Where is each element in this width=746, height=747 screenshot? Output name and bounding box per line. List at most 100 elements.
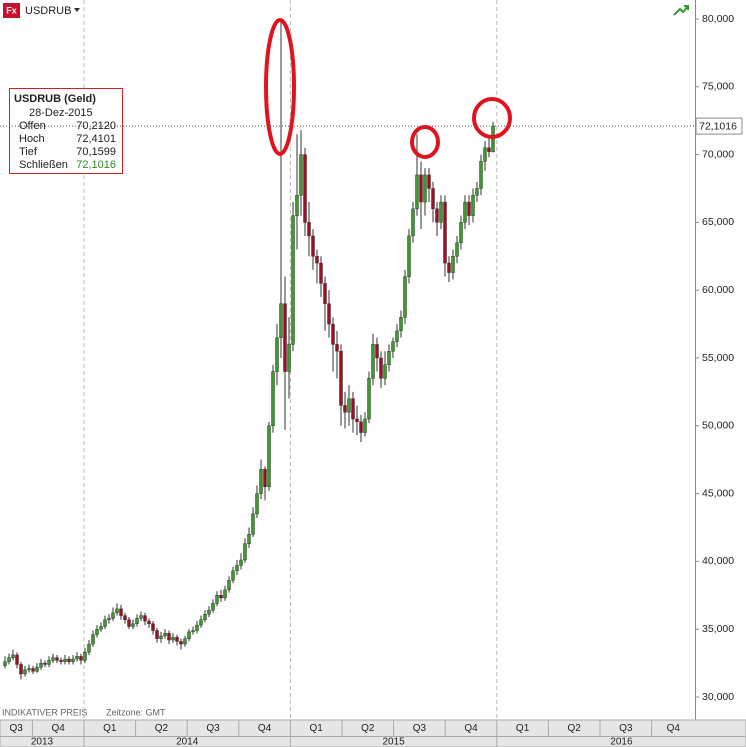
candle-body bbox=[7, 657, 11, 662]
candle-body bbox=[423, 174, 427, 203]
info-label: Tief bbox=[19, 146, 38, 158]
candle-body bbox=[439, 201, 443, 223]
dropdown-arrow[interactable] bbox=[74, 8, 80, 12]
candle-body bbox=[347, 398, 351, 413]
candle-body bbox=[443, 201, 447, 264]
info-value: 72,4101 bbox=[76, 133, 116, 145]
candle-body bbox=[175, 637, 179, 642]
candle-body bbox=[171, 637, 175, 641]
candle-body bbox=[159, 635, 163, 639]
candle-body bbox=[123, 615, 127, 620]
candle-body bbox=[331, 323, 335, 345]
candle-body bbox=[3, 661, 7, 666]
candle-body bbox=[271, 371, 275, 426]
x-tick-label: Q1 bbox=[103, 723, 117, 734]
x-year-label: 2013 bbox=[31, 737, 54, 747]
candle-body bbox=[295, 195, 299, 216]
x-year-label: 2016 bbox=[610, 737, 633, 747]
candle-body bbox=[275, 337, 279, 372]
candle-body bbox=[71, 658, 75, 662]
y-tick-label: 35,000 bbox=[702, 623, 734, 635]
candle-body bbox=[339, 351, 343, 406]
candle-body bbox=[403, 276, 407, 318]
candle-body bbox=[399, 317, 403, 332]
last-price-tag bbox=[695, 117, 743, 135]
y-tick-label: 70,000 bbox=[702, 148, 734, 160]
candle-body bbox=[63, 658, 67, 662]
candle-body bbox=[67, 658, 71, 662]
candle-body bbox=[55, 657, 59, 661]
x-tick-label: Q3 bbox=[10, 723, 24, 734]
info-value: 70,1599 bbox=[76, 146, 116, 158]
candle-body bbox=[359, 421, 363, 433]
candle-body bbox=[103, 619, 107, 627]
candle-body bbox=[27, 668, 31, 671]
candle-body bbox=[215, 595, 219, 604]
candle-body bbox=[139, 615, 143, 619]
candle-body bbox=[107, 618, 111, 620]
x-tick-label: Q1 bbox=[516, 723, 530, 734]
candle-body bbox=[179, 641, 183, 645]
candle-body bbox=[287, 344, 291, 372]
candle-body bbox=[335, 344, 339, 352]
candle-body bbox=[131, 623, 135, 627]
x-tick-label: Q3 bbox=[619, 723, 633, 734]
candle-body bbox=[411, 208, 415, 237]
x-tick-label: Q2 bbox=[361, 723, 375, 734]
candle-body bbox=[51, 657, 55, 661]
candle-body bbox=[199, 619, 203, 626]
y-tick-label: 40,000 bbox=[702, 555, 734, 567]
candle-body bbox=[299, 154, 303, 196]
candle-body bbox=[343, 405, 347, 413]
x-tick-label: Q1 bbox=[310, 723, 324, 734]
candle-body bbox=[415, 174, 419, 210]
symbol[interactable]: USDRUB bbox=[25, 5, 71, 17]
candle-body bbox=[91, 634, 95, 645]
x-tick-label: Q2 bbox=[155, 723, 169, 734]
candle-body bbox=[427, 174, 431, 189]
candle-body bbox=[395, 330, 399, 342]
candle-body bbox=[39, 662, 43, 668]
candle-body bbox=[223, 589, 227, 599]
x-tick-label: Q2 bbox=[568, 723, 582, 734]
candle-body bbox=[203, 614, 207, 620]
x-axis-band bbox=[0, 719, 746, 747]
candle-body bbox=[435, 208, 439, 223]
trend-icon[interactable] bbox=[673, 5, 689, 16]
candle-body bbox=[127, 619, 131, 627]
candle-body bbox=[371, 344, 375, 379]
candle-body bbox=[15, 654, 19, 665]
candle-body bbox=[283, 303, 287, 372]
x-year-label: 2014 bbox=[176, 737, 199, 747]
candle-body bbox=[319, 262, 323, 284]
candle-body bbox=[83, 652, 87, 661]
candle-body bbox=[195, 624, 199, 631]
candle-body bbox=[467, 201, 471, 216]
last-price-label: 72,1016 bbox=[699, 120, 737, 132]
candle-body bbox=[35, 666, 39, 672]
y-tick-label: 60,000 bbox=[702, 284, 734, 296]
candle-body bbox=[227, 580, 231, 591]
candle-body bbox=[487, 147, 491, 152]
x-tick-label: Q3 bbox=[206, 723, 220, 734]
info-title: USDRUB (Geld) bbox=[14, 93, 96, 105]
candle-body bbox=[383, 364, 387, 379]
candle-body bbox=[259, 468, 263, 494]
candle-body bbox=[243, 543, 247, 561]
candle-body bbox=[115, 608, 119, 614]
candle-body bbox=[99, 626, 103, 630]
x-tick-label: Q3 bbox=[413, 723, 427, 734]
x-tick-label: Q4 bbox=[667, 723, 681, 734]
highlight-circle bbox=[410, 125, 440, 159]
candle-body bbox=[207, 609, 211, 615]
info-date: 28-Dez-2015 bbox=[29, 107, 93, 119]
candle-body bbox=[247, 534, 251, 544]
candle-body bbox=[279, 303, 283, 338]
footer-note: INDIKATIVER PREIS bbox=[2, 707, 87, 717]
candle-body bbox=[147, 620, 151, 624]
y-tick-label: 55,000 bbox=[702, 352, 734, 364]
candle-body bbox=[451, 256, 455, 273]
y-tick-label: 65,000 bbox=[702, 216, 734, 228]
